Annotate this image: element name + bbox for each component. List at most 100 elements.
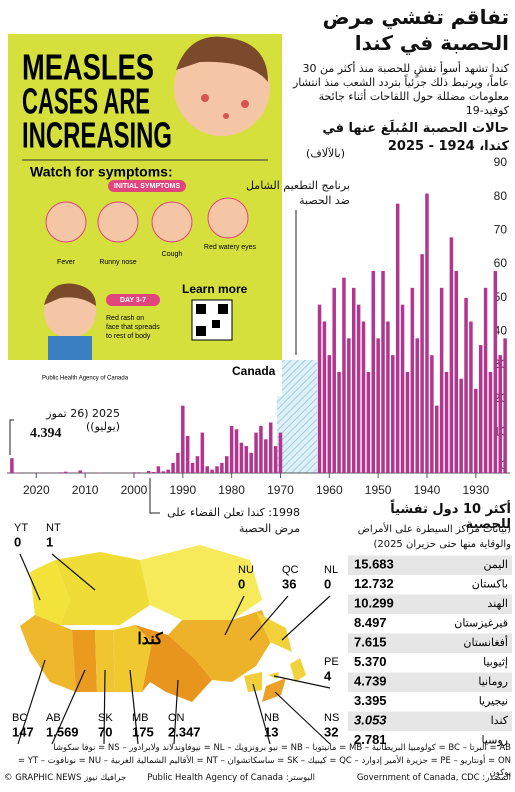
- province: [168, 610, 272, 682]
- leader: [224, 595, 245, 636]
- bar: [391, 355, 395, 473]
- bar: [161, 471, 166, 473]
- bar: [259, 425, 263, 473]
- bar: [351, 287, 356, 473]
- bar: [156, 466, 161, 473]
- bar: [405, 372, 410, 473]
- table-row: [348, 711, 512, 731]
- province-code: AB: [46, 712, 61, 724]
- symptom-icon: [151, 201, 193, 243]
- bar: [166, 469, 170, 473]
- bar: [337, 372, 341, 473]
- bar: [268, 422, 273, 473]
- x-tick-label: 2000: [121, 483, 148, 497]
- province-value: 0: [324, 576, 331, 591]
- poster-headline: INCREASING: [22, 115, 172, 156]
- bar: [503, 338, 507, 473]
- table-value: 8.497: [354, 615, 387, 630]
- table-row: [348, 672, 512, 692]
- bar: [181, 405, 185, 473]
- province-code: NB: [264, 712, 279, 724]
- qr-code: [196, 326, 206, 336]
- rash: [223, 113, 229, 119]
- bar: [371, 271, 376, 473]
- symptom-label: Cough: [162, 251, 183, 258]
- poster-rash: Red rash on: [106, 315, 144, 322]
- bar: [10, 458, 14, 473]
- province-value: 70: [98, 724, 112, 739]
- qr-code: [196, 304, 206, 314]
- symptom-label: Runny nose: [99, 259, 136, 266]
- province-code: YT: [14, 522, 28, 534]
- poster-wordmark: Canada: [232, 364, 276, 378]
- province-value: 2.347: [168, 724, 201, 739]
- poster-rash: to rest of body: [106, 333, 151, 340]
- province-value: 147: [12, 724, 34, 739]
- bar: [376, 338, 380, 473]
- table: 15.683 اليمن 12.732 باكستان 10.299 الهند 8.497…: [348, 555, 512, 751]
- bar: [146, 470, 151, 473]
- bar: [322, 321, 327, 473]
- bar: [410, 287, 415, 473]
- bar: [498, 355, 502, 473]
- province-value: 1: [46, 534, 53, 549]
- table-row: [348, 594, 512, 614]
- bar: [366, 372, 371, 473]
- footer-key: ON = أونتاريو – PE = جزيرة الأمير إدوارد…: [17, 756, 511, 778]
- bar: [449, 237, 454, 473]
- province: [140, 545, 262, 620]
- bar: [264, 439, 268, 473]
- pill: [108, 180, 186, 192]
- leader: [281, 595, 331, 641]
- map: كندا YT0NT1NU0QC36NL0PE4BC147AB1.569SK70…: [12, 522, 339, 745]
- annotation: برنامج التطعيم الشامل ضد الحصبة: [245, 179, 350, 207]
- bar: [190, 462, 195, 473]
- province: [95, 630, 115, 692]
- province-value: 4: [324, 668, 332, 683]
- bar: [327, 355, 332, 473]
- table-country: قيرغيزستان: [454, 617, 508, 629]
- bar: [239, 442, 244, 473]
- credit: © GRAPHIC NEWS جرافيك نيوز: [4, 773, 127, 783]
- leader: [273, 675, 331, 689]
- bar: [342, 277, 346, 473]
- province-code: BC: [12, 712, 27, 724]
- bar: [78, 470, 83, 473]
- leader: [9, 419, 14, 455]
- x-tick-label: 1980: [218, 483, 245, 497]
- table-row: [348, 633, 512, 653]
- child-hair: [44, 283, 96, 306]
- table-row: [348, 575, 512, 595]
- bar: [361, 321, 366, 473]
- bar: [430, 355, 434, 473]
- province: [244, 672, 262, 692]
- annotation: 1998: كندا تعلن القضاء على مرض الحصبة: [167, 506, 300, 535]
- leader: [274, 691, 331, 745]
- bar: [63, 471, 68, 473]
- symptom-label: Fever: [57, 259, 76, 266]
- bar: [425, 193, 429, 474]
- y-tick-label: 60: [494, 256, 508, 270]
- bar: [220, 462, 224, 473]
- bar: [386, 321, 390, 473]
- table-row: [348, 692, 512, 712]
- chart-subtitle: (بالآلاف): [306, 147, 345, 160]
- bar: [176, 452, 180, 473]
- bar: [249, 452, 253, 473]
- value-label: 4.394: [30, 426, 62, 441]
- bar: [347, 338, 351, 473]
- x-tick-label: 1940: [414, 483, 441, 497]
- table-country: روسيا: [481, 734, 508, 746]
- leader: [19, 553, 41, 601]
- poster-headline: CASES ARE: [22, 81, 150, 122]
- bar: [171, 462, 175, 473]
- province: [290, 658, 306, 682]
- province-value: 32: [324, 724, 338, 739]
- table-country: رومانيا: [478, 676, 508, 688]
- symptom-label: Red watery eyes: [204, 244, 257, 251]
- bar: [478, 345, 483, 473]
- leader: [51, 553, 96, 591]
- bar: [474, 388, 478, 473]
- province: [135, 625, 212, 702]
